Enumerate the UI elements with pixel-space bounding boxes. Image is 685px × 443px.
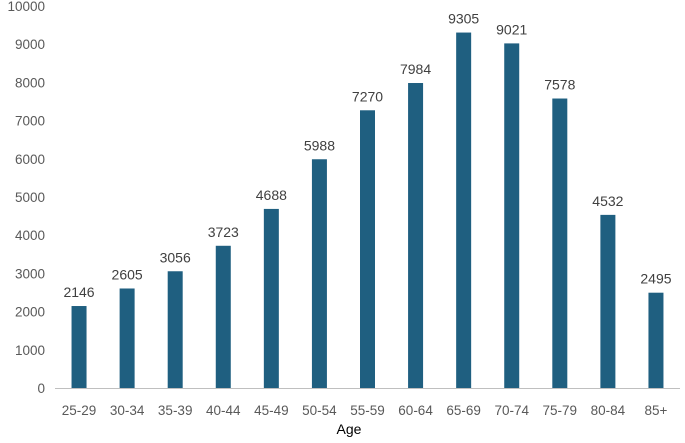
y-tick-label: 3000 [15, 266, 45, 281]
data-labels-group: 2146 2605 3056 3723 4688 5988 7270 7984 9305 9021… [63, 11, 671, 300]
bar-value-label: 3056 [160, 249, 191, 265]
bar-value-label: 9021 [496, 21, 527, 37]
y-tick-label: 0 [37, 381, 45, 396]
y-tick-label: 9000 [15, 37, 45, 52]
y-tick-label: 7000 [15, 114, 45, 129]
bar-value-label: 4688 [256, 187, 287, 203]
x-tick-label: 40-44 [206, 403, 241, 418]
x-tick-label: 75-79 [543, 403, 578, 418]
bar-value-label: 3723 [208, 224, 239, 240]
y-tick-label: 6000 [15, 152, 45, 167]
y-axis-tick-labels: 0 1000 2000 3000 4000 5000 6000 7000 8000 9000 100… [7, 0, 45, 396]
bar-value-label: 2605 [112, 266, 143, 282]
y-tick-label: 2000 [15, 305, 45, 320]
bar [648, 292, 664, 388]
bar [552, 98, 568, 389]
x-tick-label: 60-64 [398, 403, 433, 418]
x-axis-tick-labels: 25-29 30-34 35-39 40-44 45-49 50-54 55-59 60-64… [62, 403, 668, 418]
y-tick-label: 1000 [15, 343, 45, 358]
x-tick-label: 25-29 [62, 403, 97, 418]
bar-value-label: 5988 [304, 137, 335, 153]
bar [600, 214, 616, 388]
x-tick-label: 70-74 [494, 403, 529, 418]
x-tick-label: 55-59 [350, 403, 385, 418]
x-tick-label: 85+ [645, 403, 668, 418]
bar-value-label: 2495 [640, 271, 671, 287]
bar-value-label: 7270 [352, 88, 383, 104]
bar [360, 110, 375, 388]
bar [215, 245, 231, 388]
x-tick-label: 80-84 [591, 403, 626, 418]
y-tick-label: 5000 [15, 190, 45, 205]
x-tick-label: 45-49 [254, 403, 289, 418]
y-tick-label: 4000 [15, 228, 45, 243]
bar-value-label: 4532 [592, 193, 623, 209]
bar-value-label: 9305 [448, 11, 479, 27]
bar [119, 288, 135, 388]
y-tick-label: 10000 [7, 0, 45, 14]
x-tick-label: 50-54 [302, 403, 337, 418]
bar [263, 208, 279, 388]
bar [408, 83, 424, 388]
x-tick-label: 65-69 [446, 403, 481, 418]
bar [456, 32, 472, 388]
bar [71, 306, 87, 388]
bar [167, 271, 183, 388]
x-tick-label: 30-34 [110, 403, 145, 418]
y-tick-label: 8000 [15, 75, 45, 90]
bar-value-label: 7578 [544, 77, 575, 93]
bars-group [71, 32, 664, 389]
x-tick-label: 35-39 [158, 403, 193, 418]
bar-value-label: 7984 [400, 61, 431, 77]
x-axis-title: Age [337, 421, 362, 437]
bar-value-label: 2146 [63, 284, 94, 300]
bar [311, 159, 327, 388]
bar [504, 43, 520, 389]
